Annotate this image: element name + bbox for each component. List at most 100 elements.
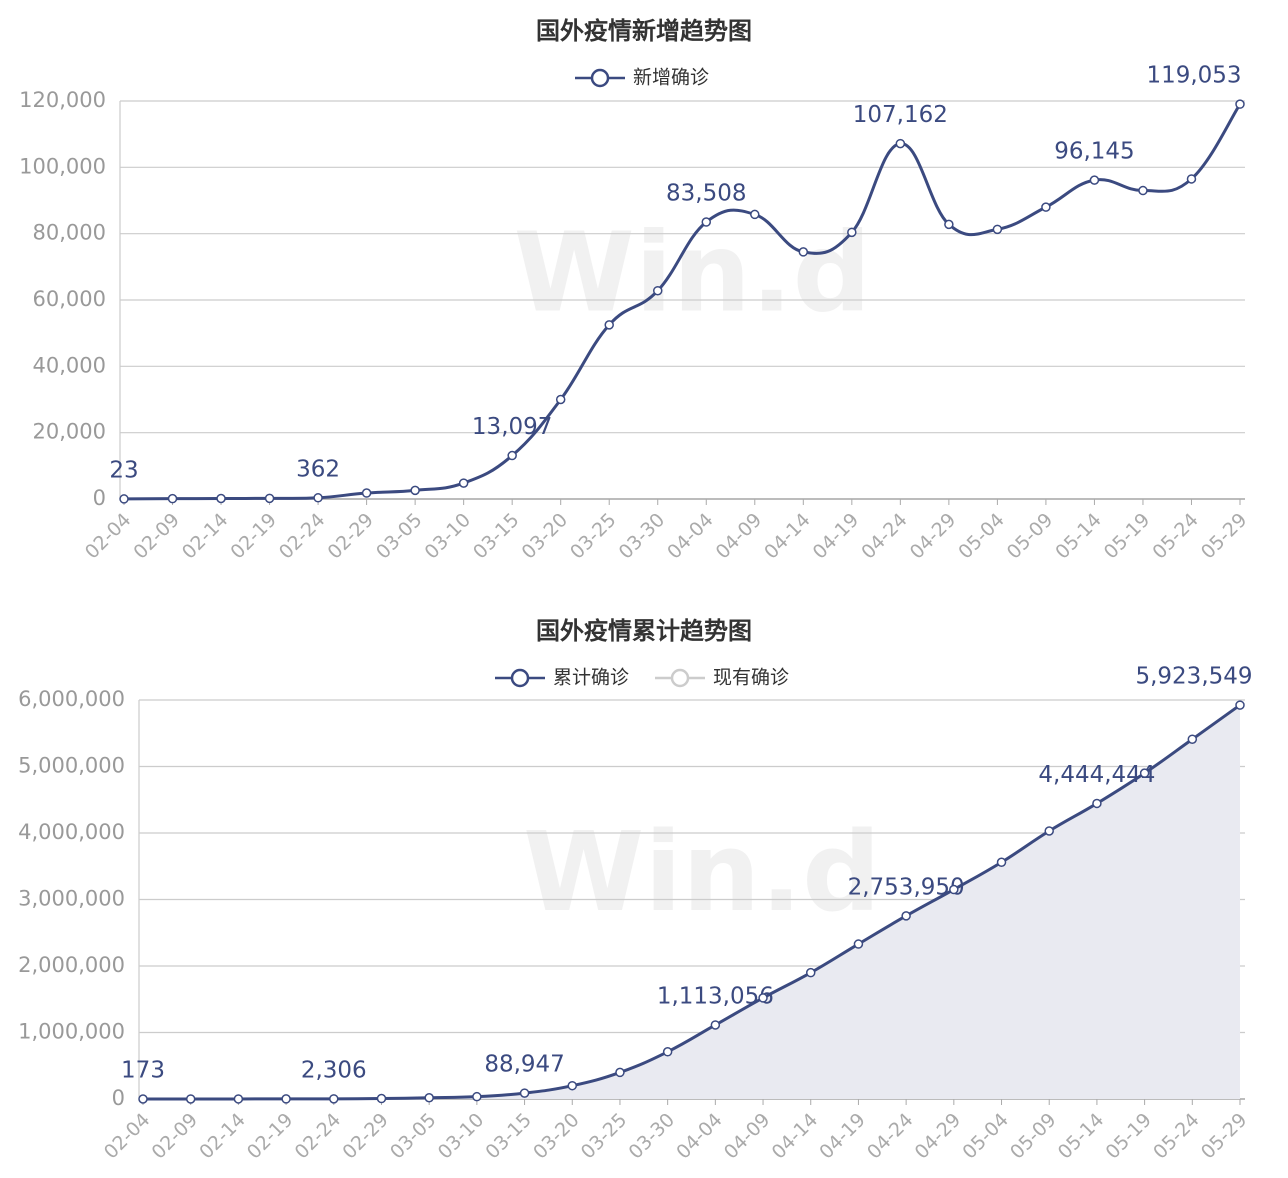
x-tick-label: 02-24	[291, 1109, 346, 1164]
point	[1187, 734, 1198, 744]
x-tick-label: 03-20	[529, 1109, 584, 1164]
chart-title: 国外疫情累计趋势图	[536, 617, 752, 645]
point	[992, 224, 1003, 235]
x-tick-label: 03-30	[624, 1109, 679, 1164]
x-tick-label: 05-14	[1054, 1109, 1109, 1164]
point	[847, 227, 857, 238]
point	[604, 320, 614, 330]
point	[1139, 768, 1150, 778]
point	[1089, 175, 1100, 185]
x-tick-label: 04-19	[815, 1109, 870, 1164]
point	[361, 488, 372, 498]
y-tick-label: 0	[112, 1086, 125, 1110]
point	[949, 884, 959, 895]
point	[313, 493, 323, 503]
x-tick-label: 05-19	[1101, 1109, 1156, 1164]
data-label: 362	[296, 456, 340, 482]
x-tick-label: 03-15	[469, 509, 524, 564]
point	[167, 493, 178, 504]
point	[458, 478, 469, 488]
point	[615, 1067, 625, 1078]
data-label: 107,162	[853, 102, 948, 128]
point	[662, 1047, 673, 1057]
point	[750, 209, 760, 220]
x-tick-label: 04-09	[720, 1109, 775, 1164]
legend-label: 现有确诊	[713, 667, 789, 689]
point	[264, 493, 275, 504]
x-tick-label: 04-14	[760, 509, 815, 564]
x-tick-label: 04-04	[663, 509, 718, 564]
point	[996, 857, 1007, 868]
point	[853, 939, 864, 949]
point	[567, 1080, 578, 1091]
point	[1235, 700, 1245, 710]
point	[472, 1091, 482, 1102]
watermark: Win.d	[523, 808, 881, 936]
legend-marker	[510, 668, 530, 688]
x-tick-label: 04-09	[712, 509, 767, 564]
y-tick-label: 5,000,000	[18, 754, 125, 778]
y-tick-label: 3,000,000	[18, 887, 125, 911]
y-tick-label: 20,000	[33, 420, 106, 444]
point	[901, 911, 911, 921]
point	[758, 993, 768, 1003]
point	[138, 1094, 148, 1104]
x-tick-label: 05-14	[1051, 509, 1106, 564]
x-tick-label: 03-05	[386, 1109, 441, 1164]
x-tick-label: 04-19	[809, 509, 864, 564]
data-label: 173	[121, 1057, 165, 1083]
x-tick-label: 05-19	[1100, 509, 1155, 564]
point	[1092, 798, 1102, 809]
x-tick-label: 03-10	[420, 509, 475, 564]
point	[798, 247, 809, 257]
data-label: 1,113,056	[657, 983, 774, 1009]
data-label: 23	[109, 457, 138, 483]
x-tick-label: 02-29	[338, 1109, 393, 1164]
data-label: 83,508	[666, 181, 746, 207]
point	[1186, 174, 1197, 184]
x-tick-label: 03-25	[577, 1109, 632, 1164]
x-tick-label: 04-29	[911, 1109, 966, 1164]
point	[329, 1094, 339, 1104]
y-tick-label: 120,000	[19, 88, 106, 112]
x-tick-label: 02-04	[81, 509, 136, 564]
point	[1041, 202, 1051, 212]
point	[376, 1093, 387, 1104]
data-label: 13,097	[472, 414, 552, 440]
x-tick-label: 03-15	[481, 1109, 536, 1164]
data-label: 96,145	[1054, 139, 1134, 165]
data-label: 5,923,549	[1135, 664, 1252, 690]
point	[895, 138, 906, 149]
y-tick-label: 80,000	[33, 221, 106, 245]
data-label: 88,947	[484, 1052, 564, 1078]
point	[507, 450, 517, 461]
point	[1044, 826, 1054, 836]
data-label: 2,753,950	[848, 874, 965, 900]
legend-marker	[590, 68, 610, 88]
x-tick-label: 05-09	[1003, 509, 1058, 564]
data-label: 4,444,444	[1038, 762, 1155, 788]
chart-title: 国外疫情新增趋势图	[536, 17, 752, 45]
x-tick-label: 05-04	[954, 509, 1009, 564]
y-tick-label: 0	[93, 486, 106, 510]
data-label: 119,053	[1146, 63, 1241, 89]
x-tick-label: 04-29	[906, 509, 961, 564]
point	[1138, 185, 1148, 196]
x-tick-label: 04-14	[768, 1109, 823, 1164]
x-tick-label: 02-19	[243, 1109, 298, 1164]
x-tick-label: 03-30	[615, 509, 670, 564]
point	[710, 1020, 721, 1030]
x-tick-label: 05-29	[1197, 1109, 1252, 1164]
data-label: 2,306	[301, 1057, 367, 1083]
y-tick-label: 1,000,000	[18, 1020, 125, 1044]
point	[701, 217, 712, 227]
x-tick-label: 03-20	[518, 509, 573, 564]
y-tick-label: 60,000	[33, 287, 106, 311]
x-tick-label: 05-09	[1006, 1109, 1061, 1164]
y-tick-label: 6,000,000	[18, 687, 125, 711]
y-tick-label: 100,000	[19, 154, 106, 178]
point	[944, 219, 954, 230]
point	[233, 1094, 244, 1104]
point	[519, 1088, 530, 1098]
x-tick-label: 04-24	[857, 509, 912, 564]
